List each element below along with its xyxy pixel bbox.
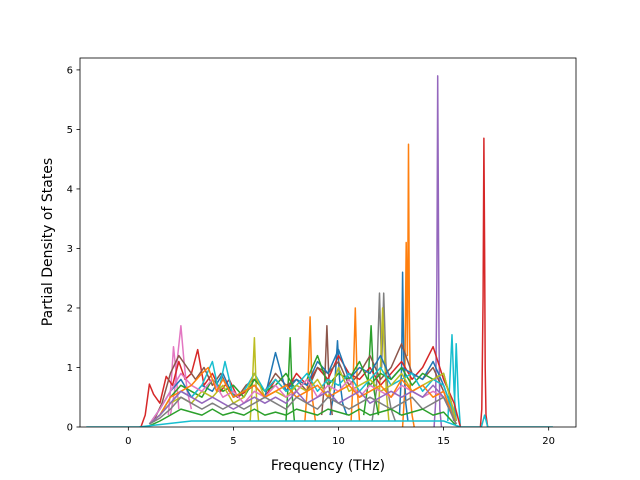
x-tick-label: 20 — [542, 436, 555, 447]
series-line-13 — [453, 342, 462, 427]
series-line-0 — [433, 75, 443, 427]
series-line-1 — [479, 137, 489, 427]
series-line-6 — [350, 307, 361, 422]
plot-frame — [79, 57, 577, 428]
x-axis: 0 5 10 15 20 — [125, 427, 555, 447]
y-tick-label: 6 — [67, 65, 73, 76]
x-tick-label: 0 — [125, 436, 131, 447]
series-line-25 — [148, 384, 457, 425]
series-line-4 — [398, 271, 409, 422]
y-tick-label: 4 — [67, 184, 73, 195]
x-axis-label: Frequency (THz) — [271, 458, 385, 474]
y-tick-label: 1 — [67, 363, 73, 374]
y-axis-label: Partial Density of States — [40, 158, 56, 326]
series-line-27 — [149, 408, 457, 427]
series-line-7 — [304, 316, 317, 422]
y-tick-label: 3 — [67, 244, 73, 255]
series-line-5 — [377, 307, 390, 422]
series-line-26 — [149, 396, 457, 425]
series-layer — [86, 75, 553, 427]
x-tick-label: 15 — [437, 436, 450, 447]
series-line-2 — [401, 143, 415, 427]
series-line-23 — [148, 372, 457, 425]
y-axis: 0 1 2 3 4 5 6 — [67, 65, 80, 434]
y-tick-label: 5 — [67, 125, 73, 136]
series-line-3 — [371, 292, 397, 422]
series-line-22 — [148, 366, 457, 425]
series-line-9 — [249, 336, 260, 422]
x-tick-label: 10 — [332, 436, 345, 447]
y-tick-label: 0 — [67, 423, 73, 434]
x-tick-label: 5 — [230, 436, 236, 447]
y-tick-label: 2 — [67, 303, 73, 314]
